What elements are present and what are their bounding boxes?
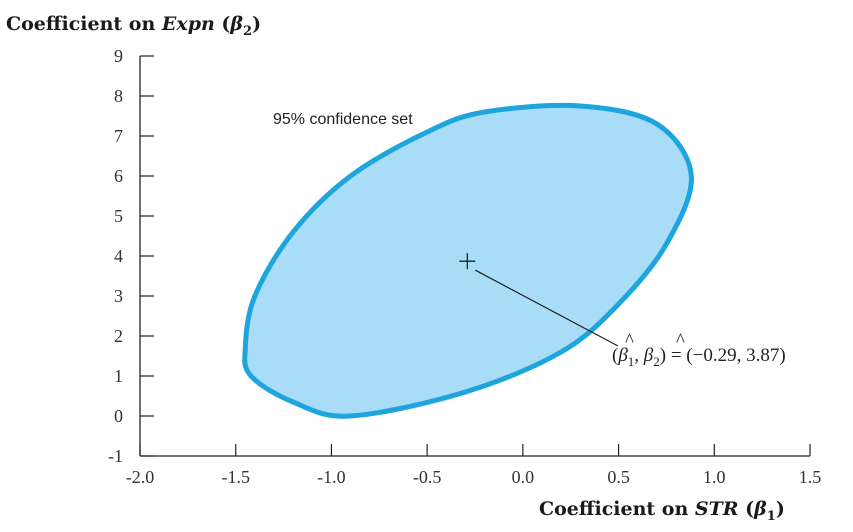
y-tick-label: 1 <box>114 366 123 386</box>
estimate-point-marker <box>459 253 476 270</box>
y-tick-label: 7 <box>114 126 123 146</box>
x-tick-label: -2.0 <box>126 467 155 487</box>
x-axis-title: Coefficient on STR (β1) <box>539 498 785 524</box>
y-tick-label: 6 <box>114 166 123 186</box>
beta2-hat: ^ <box>676 330 685 351</box>
y-tick-label: 0 <box>114 406 123 426</box>
x-tick-label: -1.0 <box>317 467 346 487</box>
x-tick-label: 1.0 <box>703 467 726 487</box>
beta1-hat: ^ <box>625 330 634 351</box>
x-tick-label: -1.5 <box>221 467 250 487</box>
y-ticks: -1 0 1 2 3 4 5 6 7 8 9 <box>108 46 154 466</box>
x-tick-label: 1.5 <box>799 467 822 487</box>
x-tick-label: -0.5 <box>413 467 442 487</box>
confidence-set-label: 95% confidence set <box>273 111 413 128</box>
y-tick-label: 8 <box>114 86 123 106</box>
y-tick-label: 3 <box>114 286 123 306</box>
y-tick-label: 5 <box>114 206 123 226</box>
x-ticks: -2.0 -1.5 -1.0 -0.5 0.0 0.5 1.0 1.5 <box>126 444 822 487</box>
estimate-leader-line <box>475 269 619 347</box>
estimate-label: (β1, β2) = (−0.29, 3.87) <box>612 345 786 369</box>
y-tick-label: 4 <box>114 246 123 266</box>
y-tick-label: 2 <box>114 326 123 346</box>
y-tick-label: -1 <box>108 446 123 466</box>
x-tick-label: 0.5 <box>607 467 630 487</box>
y-axis-title: Coefficient on Expn (β2) <box>6 13 261 39</box>
y-tick-label: 9 <box>114 46 123 66</box>
x-tick-label: 0.0 <box>512 467 535 487</box>
